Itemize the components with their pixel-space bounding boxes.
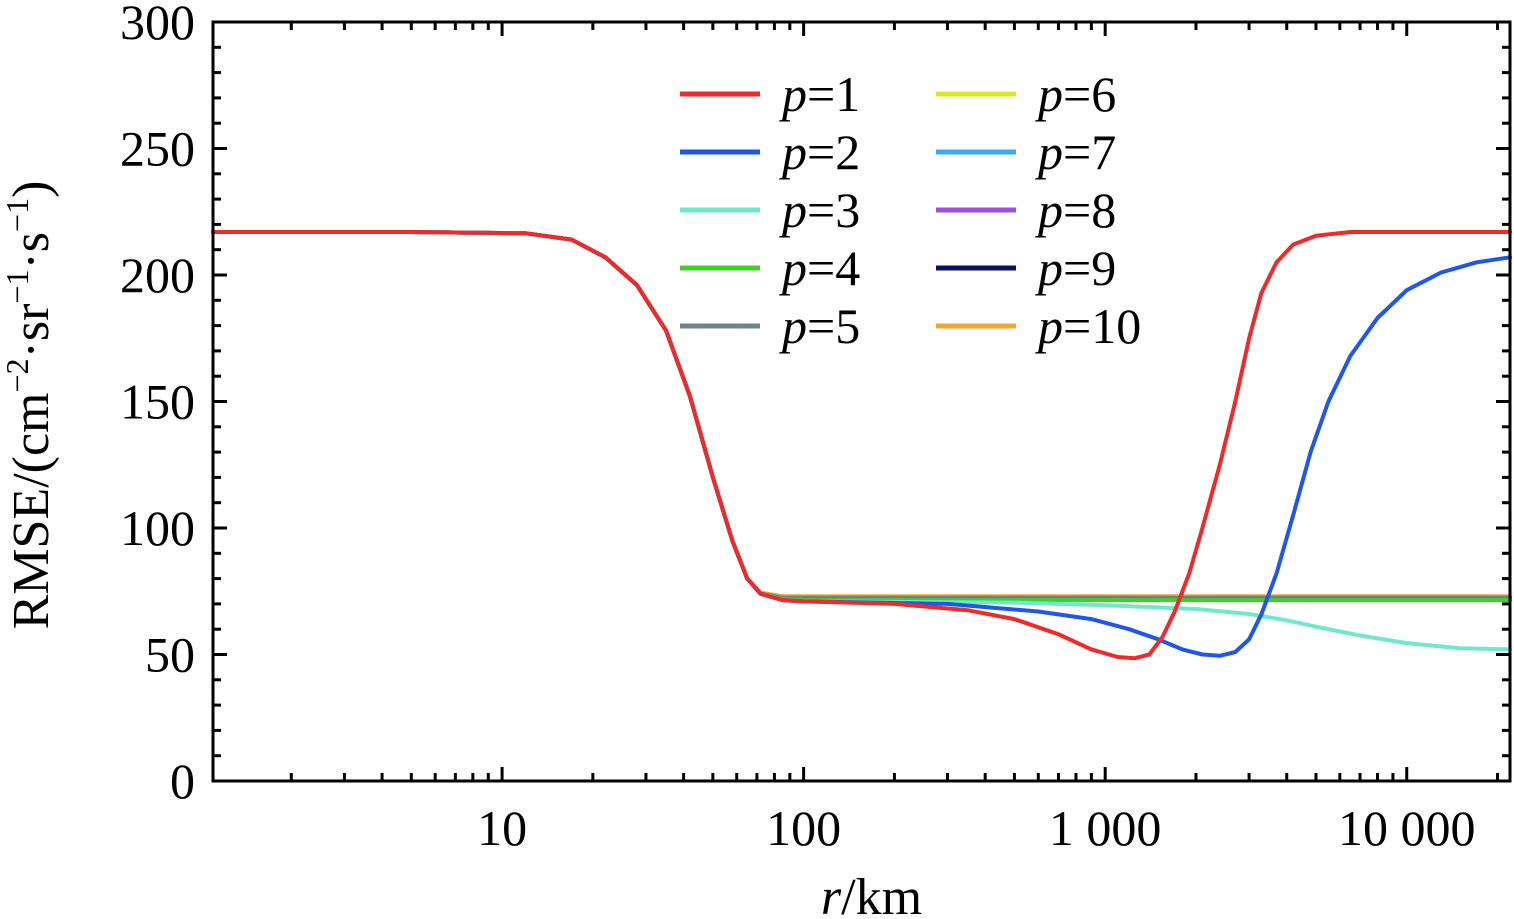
legend-var: p [1035, 66, 1063, 122]
legend-var: p [779, 66, 807, 122]
series-line-p-8 [211, 230, 1512, 600]
x-axis-title: r/km [821, 869, 922, 919]
x-title-var: r [821, 869, 842, 919]
legend-label-p-10: p=10 [1035, 298, 1141, 354]
series-line-p-7 [211, 230, 1512, 600]
legend-var: p [779, 240, 807, 296]
y-tick-label: 150 [120, 374, 195, 430]
x-tick-label: 100 [766, 800, 841, 856]
legend-label-p-9: p=9 [1035, 240, 1116, 296]
legend-value: =8 [1063, 182, 1116, 238]
legend-value: =3 [807, 182, 860, 238]
series-line-p-1 [211, 230, 1512, 661]
legend-var: p [1035, 240, 1063, 296]
legend-var: p [1035, 124, 1063, 180]
y-title-part: ) [3, 181, 60, 198]
series-line-p-9 [211, 230, 1512, 600]
series-line-p-4 [211, 230, 1512, 603]
y-tick-label: 300 [120, 0, 195, 50]
y-title-exponent: −1 [0, 198, 35, 232]
legend-label-p-4: p=4 [779, 240, 860, 296]
y-title-exponent: −2 [0, 358, 35, 392]
series-line-p-6 [211, 230, 1512, 600]
x-tick-label: 10 000 [1338, 800, 1476, 856]
legend-value: =10 [1063, 298, 1141, 354]
legend: p=1p=2p=3p=4p=5p=6p=7p=8p=9p=10 [680, 66, 1141, 354]
legend-var: p [1035, 298, 1063, 354]
y-title-part: ·s [3, 232, 60, 270]
legend-label-p-3: p=3 [779, 182, 860, 238]
legend-var: p [1035, 182, 1063, 238]
legend-label-p-1: p=1 [779, 66, 860, 122]
y-tick-label: 0 [170, 753, 195, 809]
legend-label-p-5: p=5 [779, 298, 860, 354]
legend-var: p [779, 124, 807, 180]
series-lines [211, 230, 1512, 661]
series-line-p-5 [211, 230, 1512, 600]
x-axis: 10 100 1 000 10 000 [289, 22, 1500, 856]
legend-var: p [779, 298, 807, 354]
y-title-part: ·sr [3, 304, 60, 359]
legend-label-p-8: p=8 [1035, 182, 1116, 238]
legend-value: =6 [1063, 66, 1116, 122]
legend-value: =2 [807, 124, 860, 180]
series-line-p-2 [211, 230, 1512, 658]
legend-value: =5 [807, 298, 860, 354]
x-title-unit: /km [841, 869, 922, 919]
legend-label-p-7: p=7 [1035, 124, 1116, 180]
legend-value: =1 [807, 66, 860, 122]
legend-value: =4 [807, 240, 860, 296]
y-axis: 0 50 100 150 200 250 300 [120, 0, 1510, 809]
y-title-part: RMSE/(cm [3, 393, 60, 630]
series-line-p-10 [211, 230, 1512, 599]
y-tick-label: 250 [120, 121, 195, 177]
legend-label-p-6: p=6 [1035, 66, 1116, 122]
legend-label-p-2: p=2 [779, 124, 860, 180]
y-tick-label: 50 [145, 627, 195, 683]
legend-var: p [779, 182, 807, 238]
legend-value: =9 [1063, 240, 1116, 296]
y-title-exponent: −1 [0, 270, 35, 304]
y-axis-title: RMSE/(cm−2·sr−1·s−1) [0, 181, 60, 630]
plot-frame [211, 20, 1512, 783]
x-tick-label: 10 [477, 800, 527, 856]
legend-value: =7 [1063, 124, 1116, 180]
y-tick-label: 100 [120, 500, 195, 556]
y-tick-label: 200 [120, 247, 195, 303]
x-tick-label: 1 000 [1049, 800, 1162, 856]
